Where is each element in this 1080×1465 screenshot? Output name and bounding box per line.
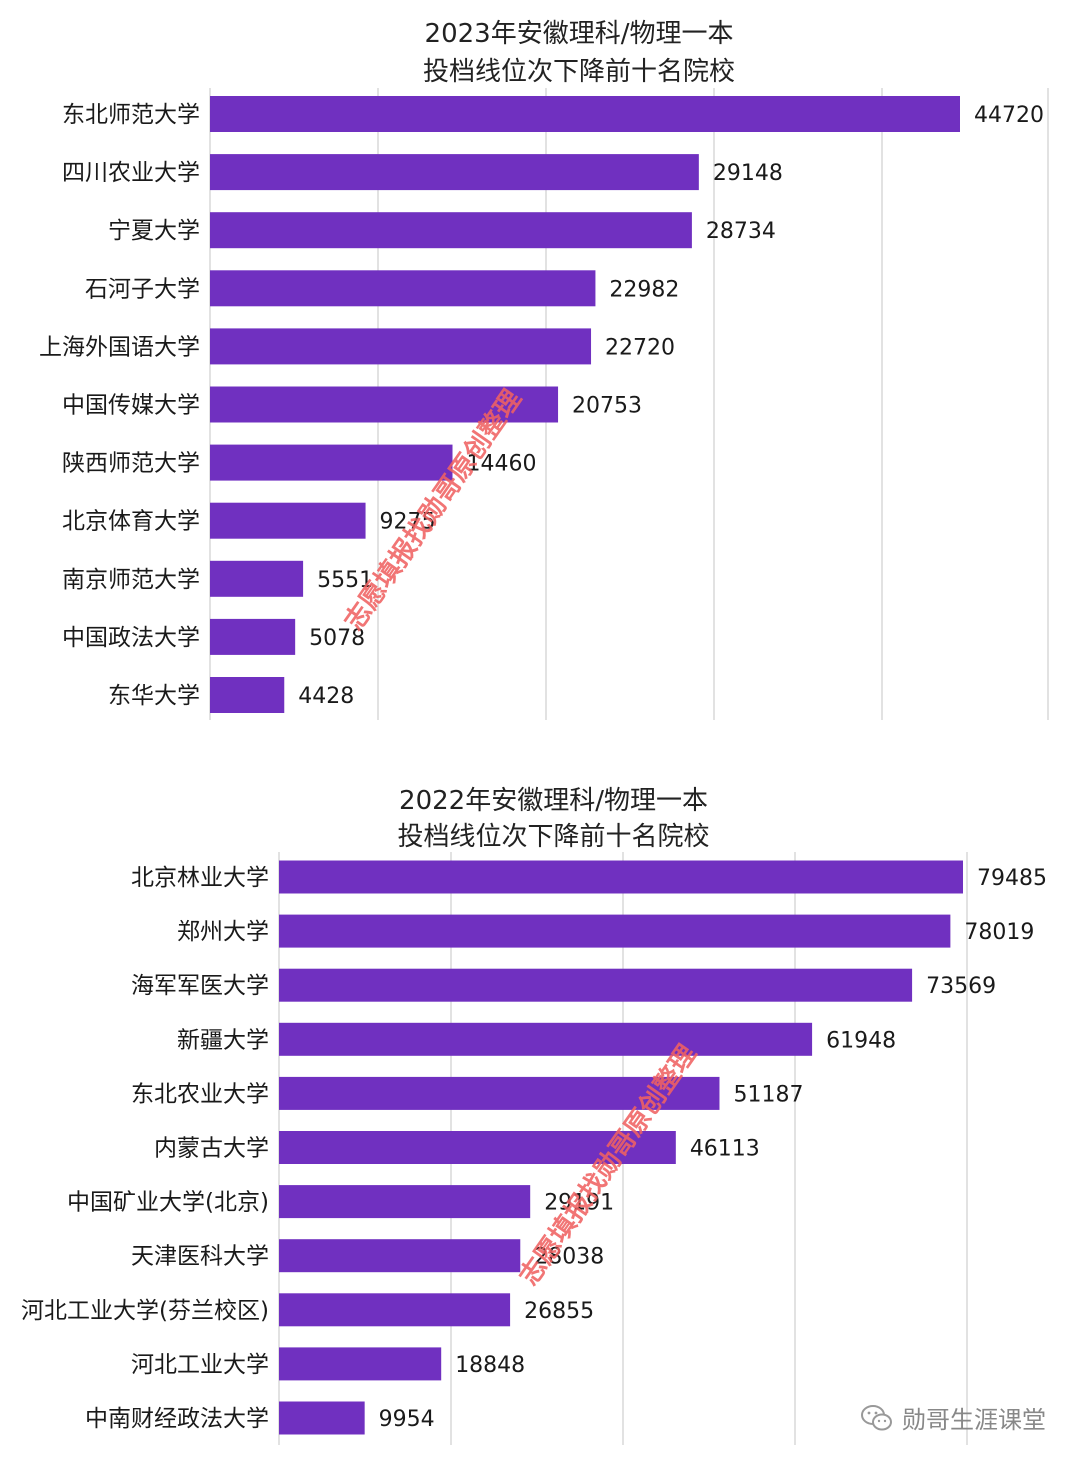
category-label: 陕西师范大学	[62, 451, 200, 477]
chart-title-line: 投档线位次下降前十名院校	[423, 57, 735, 87]
bar	[279, 914, 951, 948]
bar	[279, 860, 963, 894]
bar	[210, 212, 692, 249]
data-label: 78019	[964, 920, 1034, 945]
data-label: 46113	[690, 1137, 760, 1162]
category-label: 宁夏大学	[108, 218, 200, 244]
data-label: 26855	[524, 1299, 594, 1324]
data-label: 9954	[379, 1407, 435, 1432]
bar	[210, 270, 596, 307]
category-label: 中国政法大学	[62, 625, 200, 651]
bar	[279, 968, 913, 1002]
category-label: 东华大学	[108, 683, 200, 709]
category-label: 河北工业大学	[131, 1352, 269, 1378]
bar	[210, 502, 366, 539]
bar	[279, 1293, 511, 1327]
category-label: 河北工业大学(芬兰校区)	[21, 1298, 269, 1324]
bar	[210, 677, 285, 713]
category-label: 郑州大学	[177, 919, 269, 945]
watermark-text: 志愿填报找勋哥原创整理	[513, 1039, 702, 1291]
brand-mark: 勋哥生涯课堂	[860, 1400, 1046, 1435]
category-label: 海军军医大学	[131, 973, 269, 999]
bar	[210, 444, 453, 481]
category-label: 东北农业大学	[131, 1081, 269, 1107]
data-label: 29191	[544, 1191, 614, 1216]
category-label: 南京师范大学	[62, 567, 200, 593]
data-label: 28038	[534, 1245, 604, 1270]
bar	[210, 618, 296, 655]
wechat-icon	[861, 1404, 892, 1430]
category-label: 石河子大学	[85, 276, 200, 302]
chart-title-line: 投档线位次下降前十名院校	[397, 822, 709, 852]
category-label: 北京林业大学	[131, 865, 269, 891]
bar	[279, 1239, 521, 1273]
category-label: 内蒙古大学	[154, 1136, 269, 1162]
bar	[279, 1076, 720, 1110]
data-label: 4428	[298, 684, 354, 709]
bar	[210, 560, 304, 597]
category-label: 北京体育大学	[62, 509, 200, 535]
bar	[210, 386, 559, 423]
data-label: 79485	[977, 866, 1047, 891]
data-label: 5551	[317, 568, 373, 593]
category-label: 四川农业大学	[62, 160, 200, 186]
data-label: 18848	[455, 1353, 525, 1378]
data-label: 20753	[572, 394, 642, 419]
category-label: 中国传媒大学	[62, 393, 200, 419]
data-label: 9275	[380, 510, 436, 535]
data-label: 28734	[706, 219, 776, 244]
data-label: 22720	[605, 335, 675, 360]
category-label: 天津医科大学	[131, 1244, 269, 1270]
bar	[279, 1022, 813, 1056]
category-label: 中国矿业大学(北京)	[67, 1190, 269, 1216]
category-label: 新疆大学	[177, 1027, 269, 1053]
chart-title-line: 2022年安徽理科/物理一本	[399, 786, 708, 816]
bar	[210, 328, 592, 365]
bar	[210, 96, 960, 132]
data-label: 51187	[733, 1082, 803, 1107]
bar	[210, 154, 699, 191]
bar	[279, 1185, 531, 1219]
data-label: 73569	[926, 974, 996, 999]
data-label: 44720	[974, 103, 1044, 128]
category-label: 东北师范大学	[62, 102, 200, 128]
data-label: 29148	[713, 161, 783, 186]
category-label: 上海外国语大学	[39, 334, 200, 360]
bar	[279, 1347, 442, 1381]
data-label: 14460	[467, 452, 537, 477]
chart-title-line: 2023年安徽理科/物理一本	[425, 19, 734, 49]
data-label: 22982	[609, 277, 679, 302]
data-label: 61948	[826, 1028, 896, 1053]
bar	[279, 1401, 365, 1435]
category-label: 中南财经政法大学	[85, 1406, 269, 1432]
data-label: 5078	[309, 626, 365, 651]
brand-name: 勋哥生涯课堂	[902, 1406, 1046, 1434]
bar	[279, 1131, 676, 1164]
